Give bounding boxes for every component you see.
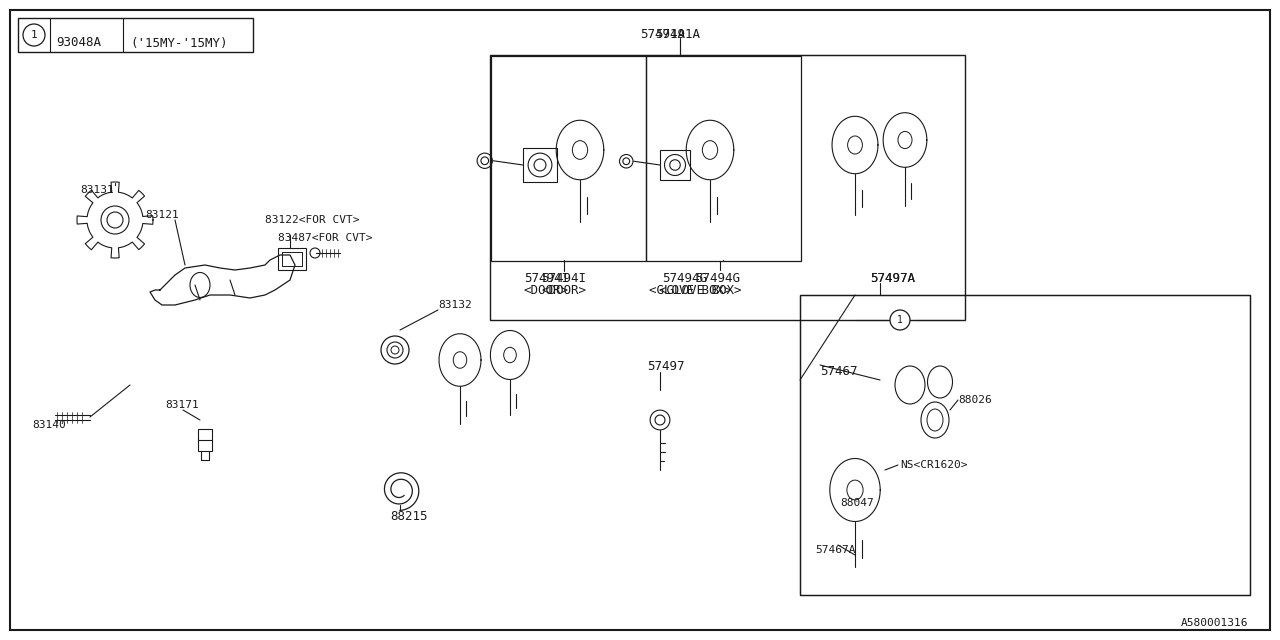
Bar xyxy=(800,295,1251,595)
Text: 1: 1 xyxy=(31,30,37,40)
Text: 57491A: 57491A xyxy=(640,28,685,41)
Bar xyxy=(282,252,302,266)
Text: 88026: 88026 xyxy=(957,395,992,405)
Text: 57497A: 57497A xyxy=(870,272,915,285)
Text: 57497: 57497 xyxy=(646,360,685,373)
Text: 83121: 83121 xyxy=(145,210,179,220)
Bar xyxy=(198,429,212,451)
Text: 57494I: 57494I xyxy=(541,272,586,285)
Bar xyxy=(492,56,646,261)
Bar xyxy=(660,150,690,180)
Text: 93048A: 93048A xyxy=(56,36,101,49)
Text: 83132: 83132 xyxy=(438,300,472,310)
Bar xyxy=(18,18,253,52)
Text: <GLOVE BOX>: <GLOVE BOX> xyxy=(659,284,741,297)
Text: 57497A: 57497A xyxy=(870,272,915,285)
Circle shape xyxy=(890,310,910,330)
Text: ('15MY-'15MY): ('15MY-'15MY) xyxy=(131,36,228,49)
Text: 57491A: 57491A xyxy=(655,28,700,41)
Text: <DOOR>: <DOOR> xyxy=(541,284,586,297)
Text: 57467A: 57467A xyxy=(815,545,855,555)
Text: 57494G: 57494G xyxy=(695,272,741,285)
Bar xyxy=(278,248,306,270)
Text: 1: 1 xyxy=(897,315,902,325)
Text: 83122<FOR CVT>: 83122<FOR CVT> xyxy=(265,215,360,225)
Text: 57467: 57467 xyxy=(820,365,858,378)
Bar xyxy=(524,148,557,182)
Text: 83131: 83131 xyxy=(79,185,114,195)
Text: 83140: 83140 xyxy=(32,420,65,430)
Text: 57494I: 57494I xyxy=(524,272,570,285)
Text: 83487<FOR CVT>: 83487<FOR CVT> xyxy=(278,233,372,243)
Text: 57494G: 57494G xyxy=(662,272,707,285)
Text: A580001316: A580001316 xyxy=(1180,618,1248,628)
Text: 83171: 83171 xyxy=(165,400,198,410)
Text: <GLOVE BOX>: <GLOVE BOX> xyxy=(649,284,731,297)
Text: <DOOR>: <DOOR> xyxy=(524,284,570,297)
Circle shape xyxy=(23,24,45,46)
Bar xyxy=(646,56,801,261)
Text: NS<CR1620>: NS<CR1620> xyxy=(900,460,968,470)
Text: 88047: 88047 xyxy=(840,498,874,508)
Text: 88215: 88215 xyxy=(390,510,428,523)
Bar xyxy=(490,55,965,320)
